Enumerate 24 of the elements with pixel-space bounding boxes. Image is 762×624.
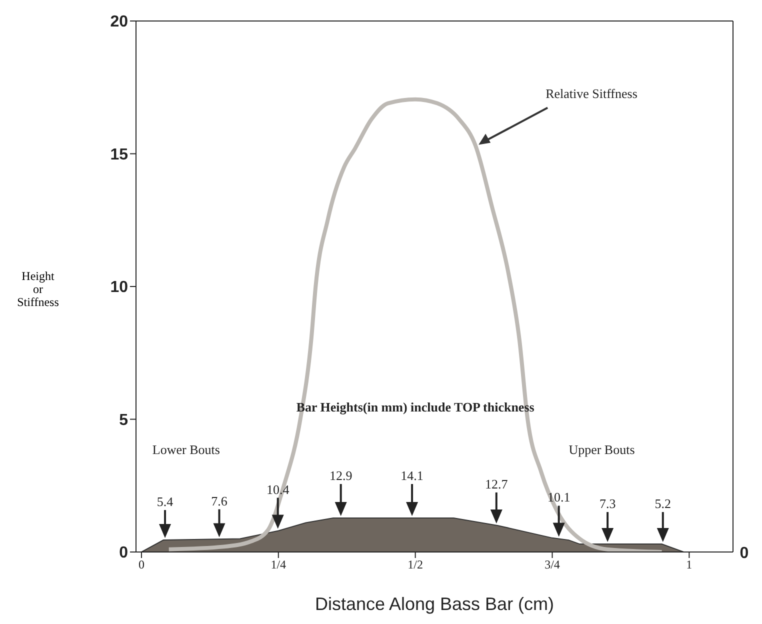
y-axis-title: Height or Stiffness xyxy=(16,269,60,309)
x-tick-label: 1/4 xyxy=(270,558,286,572)
annotation: Upper Bouts xyxy=(568,442,635,457)
annotation: 5.4 xyxy=(156,494,174,510)
annotation: Lower Bouts xyxy=(152,442,220,457)
annotation: 7.3 xyxy=(599,496,616,512)
annotation: Bar Heights(in mm) include TOP thickness xyxy=(296,399,534,414)
x-tick-label: 3/4 xyxy=(544,558,560,572)
annotation: 12.9 xyxy=(329,468,352,484)
annotation: 7.6 xyxy=(211,493,228,508)
annotation: 10.4 xyxy=(266,482,290,497)
y-tick-label: 20 xyxy=(110,14,128,31)
annotation: 12.7 xyxy=(485,476,508,492)
y-tick-label: 15 xyxy=(110,146,128,164)
y-tick-label: 5 xyxy=(119,412,128,429)
annotation: 14.1 xyxy=(400,468,424,484)
annotation: 10.1 xyxy=(547,490,570,505)
y-tick-label: 10 xyxy=(110,279,128,296)
annotation: 5.2 xyxy=(654,496,672,512)
x-tick-label: 1 xyxy=(686,558,692,572)
x-tick-label: 0 xyxy=(138,558,144,572)
x-axis-title: Distance Along Bass Bar (cm) xyxy=(314,594,554,614)
x-tick-label: 1/2 xyxy=(408,558,423,572)
text: Relative Sitffness xyxy=(546,86,638,101)
